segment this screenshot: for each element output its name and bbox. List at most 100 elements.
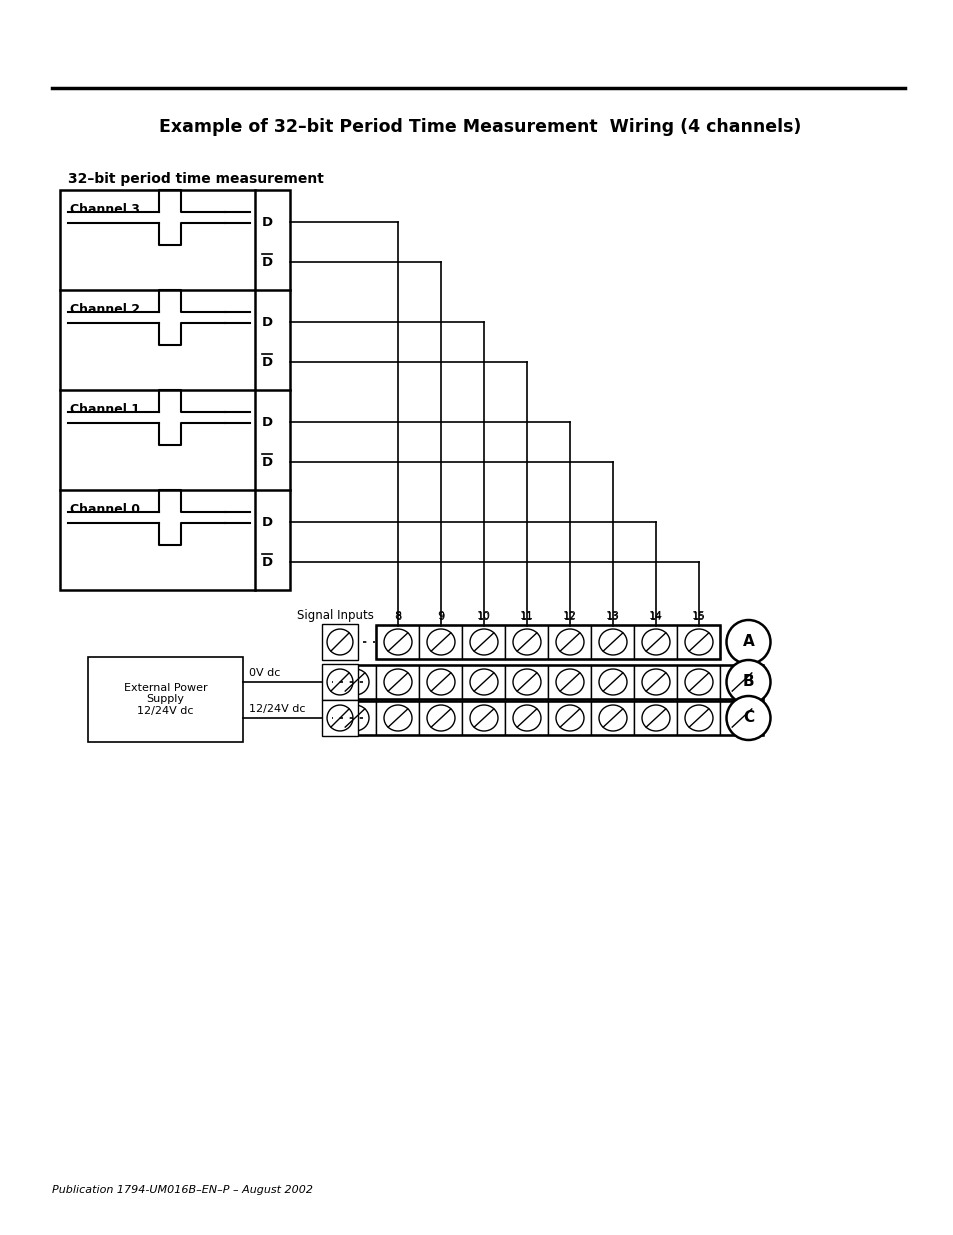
Text: D: D xyxy=(262,315,273,329)
Ellipse shape xyxy=(327,705,353,731)
Ellipse shape xyxy=(598,629,626,655)
Ellipse shape xyxy=(684,629,712,655)
Text: D: D xyxy=(262,356,273,368)
Text: 9: 9 xyxy=(437,613,443,622)
Ellipse shape xyxy=(513,669,540,695)
Circle shape xyxy=(726,697,770,740)
Text: External Power
Supply
12/24V dc: External Power Supply 12/24V dc xyxy=(124,683,207,716)
Text: 14: 14 xyxy=(649,613,661,622)
Ellipse shape xyxy=(327,669,353,695)
Text: 8: 8 xyxy=(395,613,400,622)
Bar xyxy=(677,664,720,699)
Bar xyxy=(505,701,548,735)
Text: 8: 8 xyxy=(394,611,401,621)
Text: Channel 1: Channel 1 xyxy=(70,403,140,416)
Bar xyxy=(462,701,505,735)
Text: D: D xyxy=(262,215,273,228)
Bar xyxy=(505,664,548,699)
Bar xyxy=(334,701,762,735)
Ellipse shape xyxy=(556,669,583,695)
Bar xyxy=(334,701,376,735)
Bar xyxy=(634,664,677,699)
Ellipse shape xyxy=(384,669,412,695)
Bar xyxy=(376,625,419,659)
Bar xyxy=(462,664,505,699)
Circle shape xyxy=(726,620,770,664)
Bar xyxy=(634,701,677,735)
Bar xyxy=(677,701,720,735)
Text: 13: 13 xyxy=(606,613,618,622)
Ellipse shape xyxy=(427,705,455,731)
Bar xyxy=(322,700,357,736)
Text: 12: 12 xyxy=(562,611,577,621)
Bar xyxy=(376,701,419,735)
Text: 10: 10 xyxy=(477,613,490,622)
Bar xyxy=(322,664,357,700)
Bar xyxy=(462,625,505,659)
Text: 14: 14 xyxy=(648,611,662,621)
Bar xyxy=(419,701,462,735)
Text: B: B xyxy=(741,674,754,689)
Bar xyxy=(591,664,634,699)
Ellipse shape xyxy=(340,669,369,695)
Ellipse shape xyxy=(598,705,626,731)
Text: 0V dc: 0V dc xyxy=(249,668,280,678)
Ellipse shape xyxy=(513,705,540,731)
Ellipse shape xyxy=(684,669,712,695)
Ellipse shape xyxy=(384,629,412,655)
Text: 15: 15 xyxy=(692,613,704,622)
Ellipse shape xyxy=(427,629,455,655)
Ellipse shape xyxy=(556,705,583,731)
Bar xyxy=(376,664,419,699)
Ellipse shape xyxy=(641,629,669,655)
Text: 11: 11 xyxy=(519,611,534,621)
Text: Example of 32–bit Period Time Measurement  Wiring (4 channels): Example of 32–bit Period Time Measuremen… xyxy=(158,119,801,136)
Text: Publication 1794-UM016B–EN–P – August 2002: Publication 1794-UM016B–EN–P – August 20… xyxy=(52,1186,313,1195)
Ellipse shape xyxy=(727,669,755,695)
Text: D: D xyxy=(262,515,273,529)
Ellipse shape xyxy=(470,629,497,655)
Bar xyxy=(548,664,591,699)
Bar xyxy=(419,625,462,659)
Text: D: D xyxy=(262,456,273,468)
Text: Channel 2: Channel 2 xyxy=(70,303,140,316)
Ellipse shape xyxy=(470,705,497,731)
Ellipse shape xyxy=(327,629,353,655)
Text: 12/24V dc: 12/24V dc xyxy=(249,704,305,714)
Bar xyxy=(591,701,634,735)
Bar xyxy=(334,664,376,699)
Bar xyxy=(376,625,720,659)
Text: Channel 0: Channel 0 xyxy=(70,503,140,516)
Ellipse shape xyxy=(598,669,626,695)
Text: C: C xyxy=(742,710,753,725)
Ellipse shape xyxy=(556,629,583,655)
Text: 13: 13 xyxy=(605,611,619,621)
Text: Channel 3: Channel 3 xyxy=(70,203,140,216)
Text: 11: 11 xyxy=(520,613,533,622)
Text: 32–bit period time measurement: 32–bit period time measurement xyxy=(68,172,323,186)
Bar xyxy=(591,625,634,659)
Bar xyxy=(334,664,762,699)
Bar xyxy=(634,625,677,659)
Bar xyxy=(322,624,357,659)
Circle shape xyxy=(726,659,770,704)
Ellipse shape xyxy=(727,705,755,731)
Bar xyxy=(720,664,762,699)
Bar xyxy=(548,625,591,659)
Text: 15: 15 xyxy=(691,611,705,621)
Text: D: D xyxy=(262,415,273,429)
Ellipse shape xyxy=(470,669,497,695)
Bar xyxy=(88,657,243,742)
Ellipse shape xyxy=(384,705,412,731)
Ellipse shape xyxy=(641,669,669,695)
Ellipse shape xyxy=(513,629,540,655)
Bar xyxy=(677,625,720,659)
Bar xyxy=(60,190,290,590)
Text: D: D xyxy=(262,556,273,568)
Ellipse shape xyxy=(340,705,369,731)
Text: 12: 12 xyxy=(563,613,576,622)
Bar xyxy=(419,664,462,699)
Ellipse shape xyxy=(684,705,712,731)
Bar xyxy=(548,701,591,735)
Text: 9: 9 xyxy=(437,611,444,621)
